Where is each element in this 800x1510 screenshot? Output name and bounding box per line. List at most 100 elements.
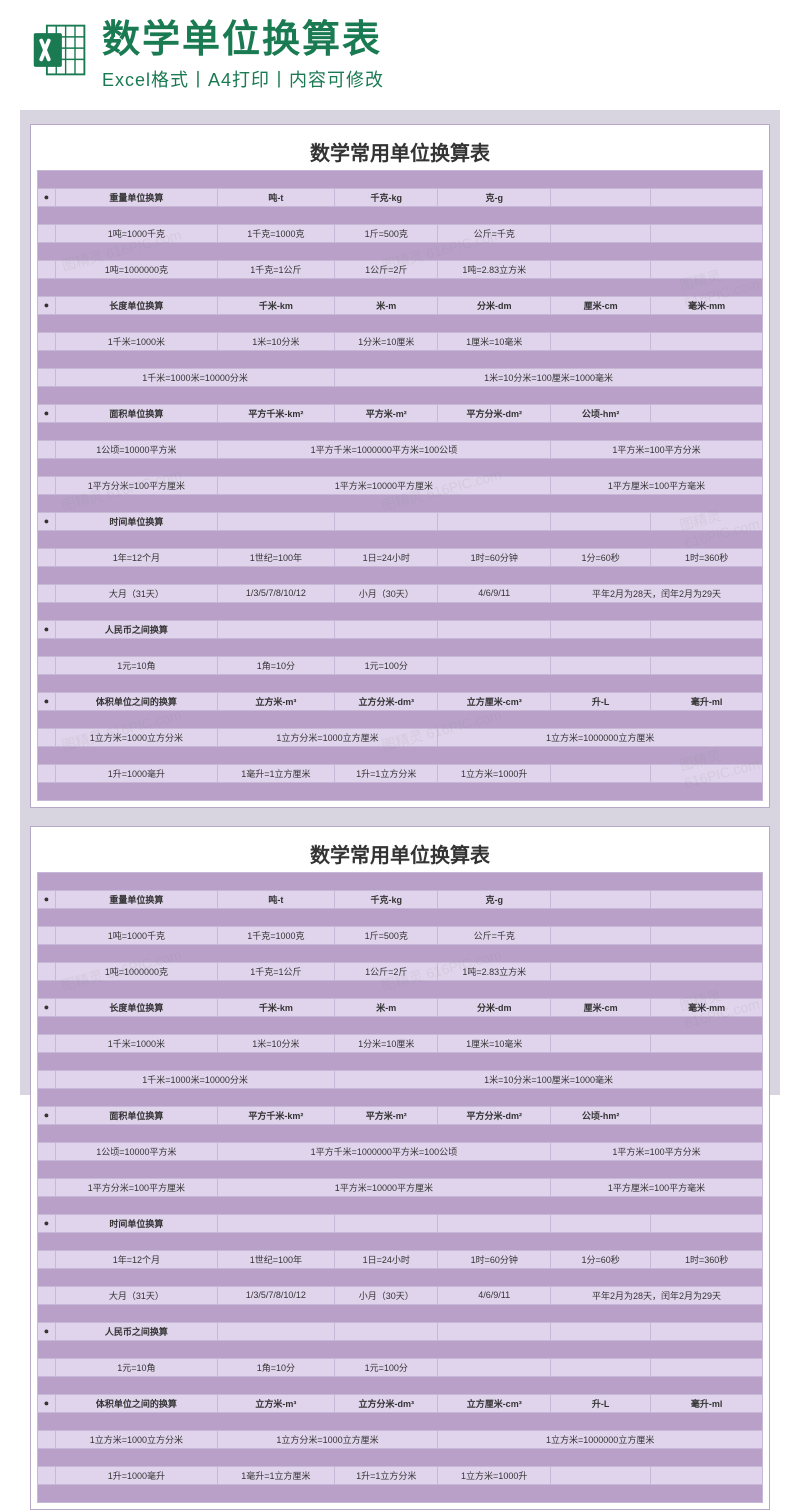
bullet-icon: ● (38, 188, 56, 206)
table-cell: 1毫升=1立方厘米 (217, 1466, 334, 1484)
table-cell (438, 1358, 551, 1376)
row-bullet (38, 548, 56, 566)
table-cell: 1立方米=1000立方分米 (56, 728, 218, 746)
table-cell: 1立方分米=1000立方厘米 (217, 1430, 438, 1448)
page-1: 数学常用单位换算表 ●重量单位换算吨-t千克-kg克-g 1吨=1000千克1千… (30, 124, 770, 808)
table-cell: 1元=100分 (335, 1358, 438, 1376)
row-bullet (38, 368, 56, 386)
row-bullet (38, 1466, 56, 1484)
conversion-table: ●重量单位换算吨-t千克-kg克-g 1吨=1000千克1千克=1000克1斤=… (37, 170, 763, 801)
spacer (38, 278, 763, 296)
unit-header (651, 620, 763, 638)
bullet-icon: ● (38, 1106, 56, 1124)
unit-header: 平方分米-dm² (438, 1106, 551, 1124)
unit-header: 立方米-m³ (217, 1394, 334, 1412)
spacer (38, 1124, 763, 1142)
unit-header: 分米-dm (438, 998, 551, 1016)
table-cell: 1平方米=100平方分米 (551, 1142, 763, 1160)
table-cell: 1立方米=1000立方分米 (56, 1430, 218, 1448)
unit-header (335, 1214, 438, 1232)
table-cell (651, 260, 763, 278)
table-cell: 1时=60分钟 (438, 1250, 551, 1268)
table-cell: 1米=10分米=100厘米=1000毫米 (335, 1070, 763, 1088)
table-cell: 1立方米=1000000立方厘米 (438, 1430, 763, 1448)
table-cell: 1元=100分 (335, 656, 438, 674)
table-cell: 公斤=千克 (438, 224, 551, 242)
unit-header (335, 1322, 438, 1340)
table-cell (551, 260, 651, 278)
spacer (38, 1232, 763, 1250)
unit-header: 厘米-cm (551, 998, 651, 1016)
page-2: 数学常用单位换算表 ●重量单位换算吨-t千克-kg克-g 1吨=1000千克1千… (30, 826, 770, 1510)
row-bullet (38, 1430, 56, 1448)
unit-header (551, 1322, 651, 1340)
table-cell: 1公顷=10000平方米 (56, 1142, 218, 1160)
table-cell: 1立方米=1000000立方厘米 (438, 728, 763, 746)
table-cell (551, 1358, 651, 1376)
spacer (38, 944, 763, 962)
table-cell: 1毫升=1立方厘米 (217, 764, 334, 782)
unit-header (651, 404, 763, 422)
table-cell: 1厘米=10毫米 (438, 332, 551, 350)
spacer (38, 242, 763, 260)
spacer (38, 602, 763, 620)
bullet-icon: ● (38, 296, 56, 314)
table-cell (551, 332, 651, 350)
table-cell: 1分米=10厘米 (335, 1034, 438, 1052)
unit-header: 公顷-hm² (551, 1106, 651, 1124)
table-cell: 1角=10分 (217, 1358, 334, 1376)
table-cell: 平年2月为28天，闰年2月为29天 (551, 584, 763, 602)
row-bullet (38, 1070, 56, 1088)
table-cell: 1米=10分米=100厘米=1000毫米 (335, 368, 763, 386)
unit-header: 厘米-cm (551, 296, 651, 314)
table-cell (651, 764, 763, 782)
row-bullet (38, 332, 56, 350)
unit-header: 克-g (438, 188, 551, 206)
table-cell: 1公斤=2斤 (335, 260, 438, 278)
table-cell: 1米=10分米 (217, 1034, 334, 1052)
table-title: 数学常用单位换算表 (37, 131, 763, 170)
unit-header (217, 1214, 334, 1232)
table-cell: 1千米=1000米=10000分米 (56, 368, 335, 386)
table-cell: 1元=10角 (56, 1358, 218, 1376)
table-cell: 1立方米=1000升 (438, 1466, 551, 1484)
table-cell: 4/6/9/11 (438, 584, 551, 602)
unit-header: 米-m (335, 998, 438, 1016)
table-cell: 1升=1立方分米 (335, 1466, 438, 1484)
unit-header: 公顷-hm² (551, 404, 651, 422)
table-cell: 1升=1000毫升 (56, 1466, 218, 1484)
unit-header (438, 620, 551, 638)
spacer (38, 908, 763, 926)
spacer (38, 746, 763, 764)
table-cell: 1厘米=10毫米 (438, 1034, 551, 1052)
table-cell (551, 224, 651, 242)
table-cell: 1公顷=10000平方米 (56, 440, 218, 458)
table-cell: 1年=12个月 (56, 1250, 218, 1268)
section-name: 体积单位之间的换算 (56, 692, 218, 710)
table-cell: 1千米=1000米 (56, 1034, 218, 1052)
header: 数学单位换算表 Excel格式丨A4打印丨内容可修改 (0, 0, 800, 102)
table-title: 数学常用单位换算表 (37, 833, 763, 872)
unit-header: 毫升-ml (651, 692, 763, 710)
table-cell: 小月（30天） (335, 584, 438, 602)
table-cell: 1时=360秒 (651, 1250, 763, 1268)
spacer (38, 386, 763, 404)
spacer (38, 872, 763, 890)
spacer (38, 980, 763, 998)
spacer (38, 1016, 763, 1034)
table-cell: 1平方厘米=100平方毫米 (551, 476, 763, 494)
spacer (38, 1052, 763, 1070)
table-cell: 小月（30天） (335, 1286, 438, 1304)
table-cell: 1吨=1000000克 (56, 260, 218, 278)
table-cell: 1吨=1000千克 (56, 926, 218, 944)
table-cell: 1吨=2.83立方米 (438, 962, 551, 980)
unit-header: 毫米-mm (651, 296, 763, 314)
bullet-icon: ● (38, 1322, 56, 1340)
spacer (38, 314, 763, 332)
table-cell: 4/6/9/11 (438, 1286, 551, 1304)
table-cell (651, 656, 763, 674)
table-cell: 大月（31天） (56, 1286, 218, 1304)
row-bullet (38, 1286, 56, 1304)
unit-header (651, 188, 763, 206)
spacer (38, 1160, 763, 1178)
